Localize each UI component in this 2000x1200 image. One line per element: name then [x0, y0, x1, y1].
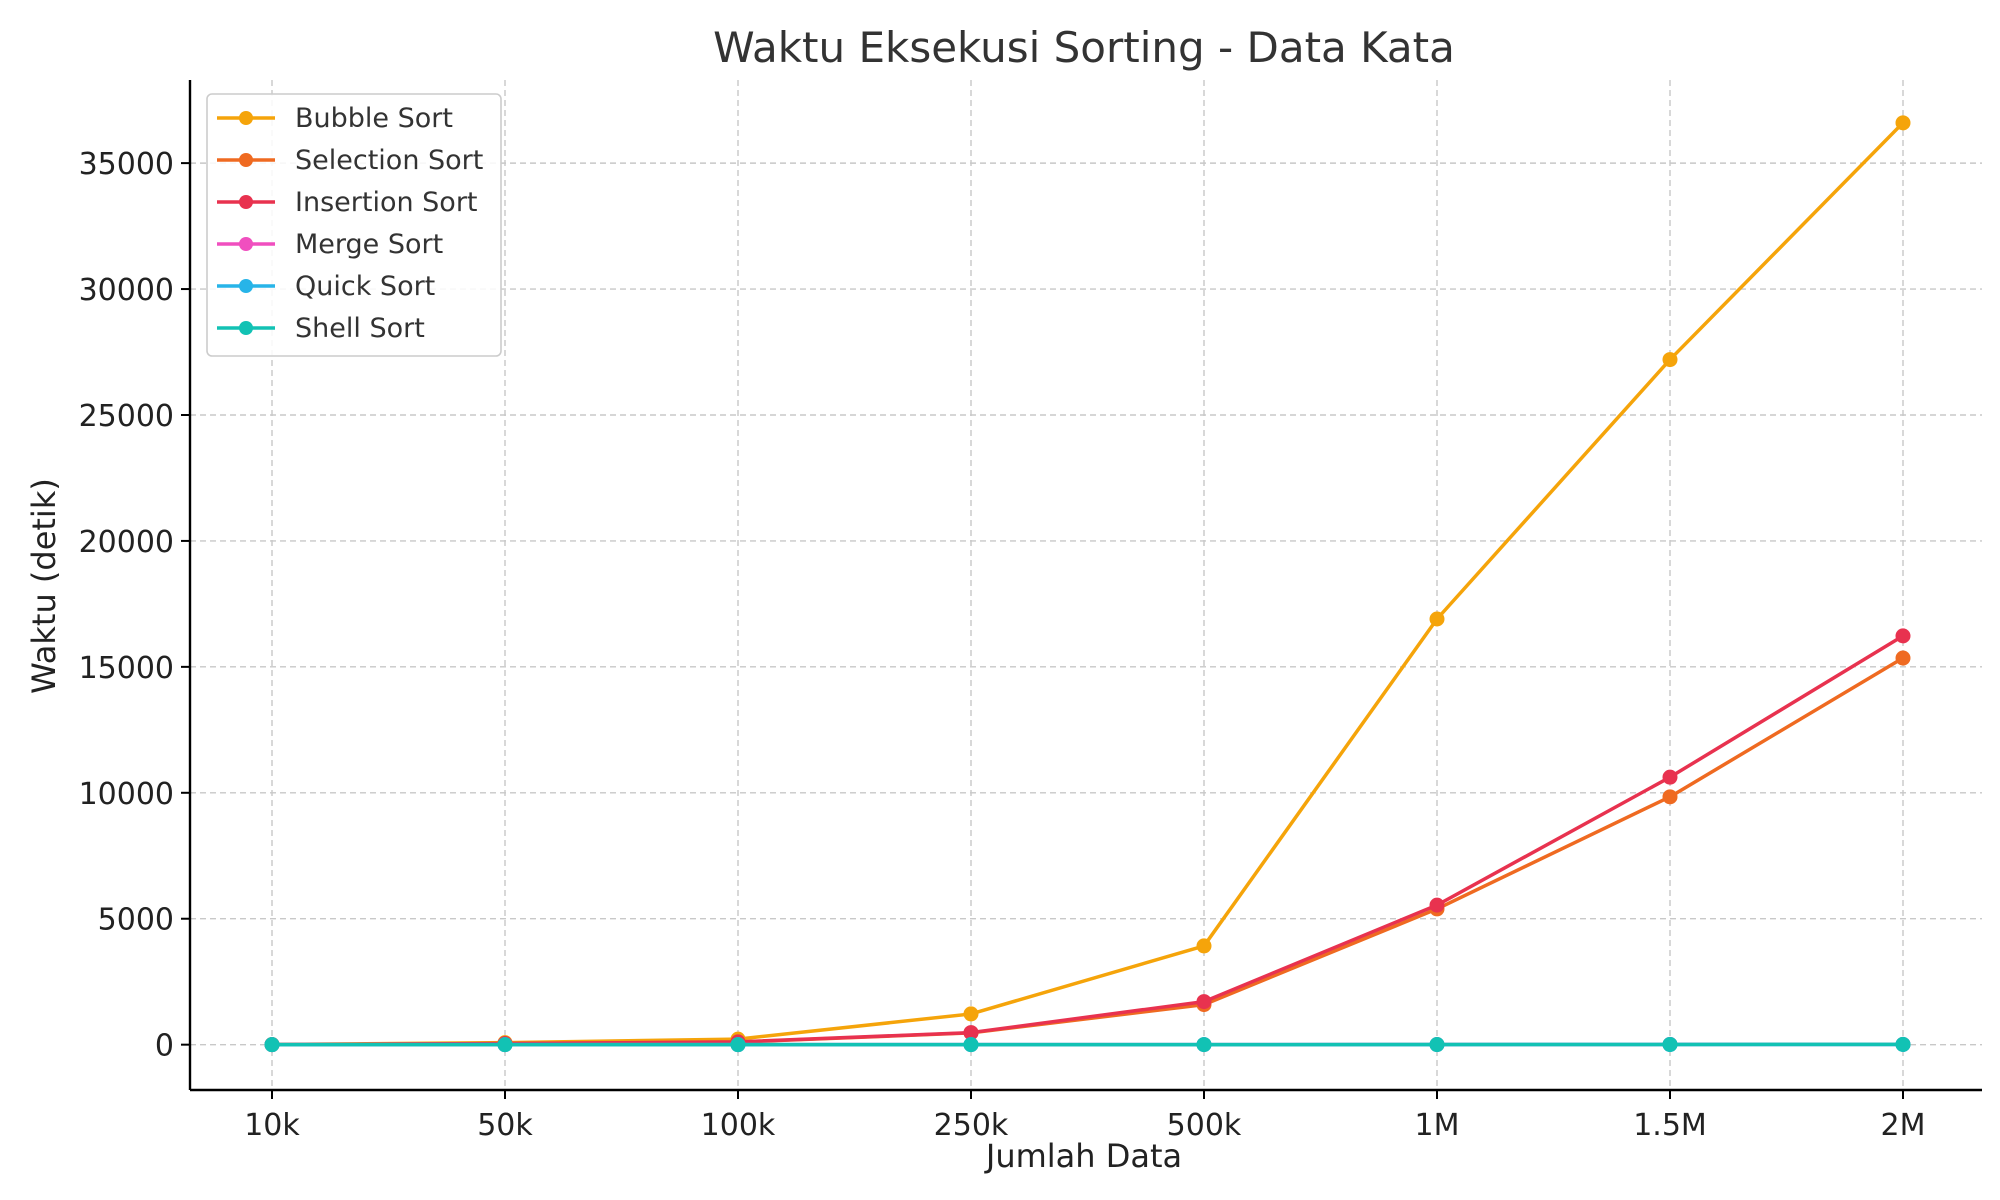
legend-marker-merge-sort: [239, 237, 253, 251]
data-point-insertion-sort: [1895, 628, 1911, 644]
data-point-shell-sort: [1895, 1036, 1911, 1052]
series-selection-sort: [264, 650, 1911, 1053]
y-tick-label: 15000: [79, 651, 174, 686]
y-tick-label: 0: [155, 1029, 174, 1064]
legend-marker-shell-sort: [239, 321, 253, 335]
data-point-bubble-sort: [1429, 611, 1445, 627]
x-tick-label: 500k: [1167, 1108, 1242, 1143]
x-tick-label: 250k: [934, 1108, 1009, 1143]
axes: 10k 50k 100k 250k 500k 1M 1.5M 2M 0 5000 10000 1500…: [79, 80, 1982, 1143]
y-tick-label: 10000: [79, 777, 174, 812]
data-point-insertion-sort: [963, 1025, 979, 1041]
legend-label-merge-sort: Merge Sort: [295, 229, 443, 260]
legend-marker-bubble-sort: [239, 111, 253, 125]
data-point-shell-sort: [730, 1037, 746, 1053]
data-point-insertion-sort: [1429, 897, 1445, 913]
legend-label-quick-sort: Quick Sort: [295, 271, 435, 302]
legend-box: [206, 93, 502, 357]
data-point-shell-sort: [1429, 1037, 1445, 1053]
series-line-bubble-sort: [271, 121, 1905, 1047]
legend-label-selection-sort: Selection Sort: [295, 145, 483, 176]
y-axis-label: Waktu (detik): [25, 478, 63, 694]
series-bubble-sort: [264, 115, 1911, 1053]
series-insertion-sort: [264, 628, 1911, 1053]
data-point-insertion-sort: [1196, 994, 1212, 1010]
series-line-insertion-sort: [271, 634, 1904, 1047]
y-tick-label: 30000: [79, 273, 174, 308]
data-point-selection-sort: [1895, 650, 1911, 666]
x-tick-label: 1M: [1415, 1108, 1460, 1143]
legend-marker-selection-sort: [239, 153, 253, 167]
chart-title: Waktu Eksekusi Sorting - Data Kata: [713, 23, 1455, 72]
data-point-shell-sort: [1196, 1037, 1212, 1053]
x-tick-label: 50k: [477, 1108, 533, 1143]
data-point-bubble-sort: [1895, 115, 1911, 131]
data-point-shell-sort: [497, 1037, 513, 1053]
y-tick-label: 20000: [79, 525, 174, 560]
legend-label-bubble-sort: Bubble Sort: [295, 103, 453, 134]
legend-label-insertion-sort: Insertion Sort: [295, 187, 478, 218]
data-point-shell-sort: [963, 1037, 979, 1053]
x-axis-label: Jumlah Data: [984, 1137, 1182, 1175]
data-point-insertion-sort: [1662, 769, 1678, 785]
legend-label-shell-sort: Shell Sort: [295, 313, 425, 344]
x-tick-label: 100k: [701, 1108, 776, 1143]
y-tick-label: 5000: [98, 903, 174, 938]
legend-marker-insertion-sort: [239, 195, 253, 209]
x-tick-label: 1.5M: [1633, 1108, 1707, 1143]
data-point-bubble-sort: [963, 1006, 979, 1022]
data-point-shell-sort: [1662, 1036, 1678, 1052]
x-tick-label: 10k: [244, 1108, 300, 1143]
series-line-selection-sort: [271, 656, 1904, 1047]
legend-marker-quick-sort: [239, 279, 253, 293]
data-point-bubble-sort: [1196, 938, 1212, 954]
series-shell-sort: [264, 1036, 1911, 1053]
data-point-bubble-sort: [1662, 352, 1678, 368]
data-point-selection-sort: [1662, 789, 1678, 805]
series-layer: [264, 115, 1911, 1053]
y-tick-label: 25000: [79, 399, 174, 434]
legend: Bubble Sort Selection Sort Insertion Sort M…: [206, 93, 502, 357]
x-tick-label: 2M: [1881, 1108, 1926, 1143]
data-point-shell-sort: [264, 1037, 280, 1053]
y-tick-label: 35000: [79, 147, 174, 182]
